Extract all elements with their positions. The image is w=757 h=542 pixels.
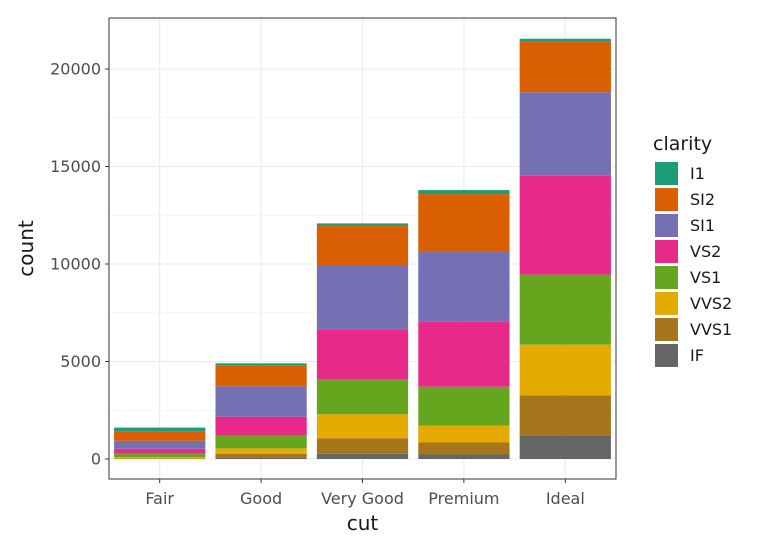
bar-fair-si1 (114, 440, 206, 449)
bar-very-good-i1 (316, 223, 409, 226)
bar-fair-vvs2 (114, 457, 206, 459)
legend-label-si1: SI1 (690, 216, 715, 235)
bar-premium-if (418, 454, 510, 459)
bar-good-vvs1 (215, 453, 307, 458)
x-tick-label: Very Good (321, 489, 404, 508)
legend-key-si2 (655, 188, 678, 211)
bar-fair-i1 (114, 427, 206, 432)
legend-label-if: IF (690, 346, 704, 365)
bar-ideal-si1 (519, 92, 611, 176)
bar-ideal-vs2 (519, 175, 611, 275)
bar-ideal-vs1 (519, 274, 611, 345)
bar-very-good-vvs1 (316, 438, 409, 454)
legend-key-i1 (655, 162, 678, 185)
bar-very-good-vs1 (316, 379, 409, 415)
bar-very-good-si2 (316, 225, 409, 266)
bar-good-si2 (215, 365, 307, 387)
bar-ideal-vvs2 (519, 344, 611, 396)
legend-key-vs2 (655, 240, 678, 263)
bar-premium-si1 (418, 251, 510, 322)
legend-label-vs2: VS2 (690, 242, 721, 261)
bar-ideal-if (519, 435, 611, 459)
legend-label-si2: SI2 (690, 190, 715, 209)
legend-key-vvs2 (655, 292, 678, 315)
legend-key-vvs1 (655, 318, 678, 341)
y-tick-label: 10000 (50, 255, 101, 274)
bar-premium-i1 (418, 190, 510, 195)
x-tick-label: Ideal (546, 489, 585, 508)
bar-premium-si2 (418, 194, 510, 252)
bar-fair-vs2 (114, 448, 206, 454)
bar-premium-vs2 (418, 321, 510, 387)
bar-very-good-if (316, 453, 409, 459)
bar-very-good-vs2 (316, 329, 409, 380)
bar-good-vs1 (215, 435, 307, 449)
legend-key-if (655, 344, 678, 367)
bar-good-vvs2 (215, 448, 307, 454)
bar-ideal-vvs1 (519, 395, 611, 436)
y-tick-label: 15000 (50, 157, 101, 176)
bar-very-good-vvs2 (316, 414, 409, 439)
bar-very-good-si1 (316, 265, 409, 330)
bar-good-if (215, 457, 307, 459)
bar-premium-vvs2 (418, 425, 510, 443)
y-tick-label: 5000 (60, 352, 101, 371)
bar-premium-vvs1 (418, 442, 510, 455)
bar-premium-vs1 (418, 386, 510, 426)
y-tick-label: 0 (91, 450, 101, 469)
axes-layer: 0 5000 10000 15000 20000 Fair Good Very Good Pre… (50, 17, 617, 508)
legend-label-i1: I1 (690, 164, 705, 183)
bar-good-i1 (215, 363, 307, 366)
bar-fair-si2 (114, 431, 206, 441)
legend-key-vs1 (655, 266, 678, 289)
bar-good-vs2 (215, 416, 307, 436)
legend-key-si1 (655, 214, 678, 237)
x-tick-label: Fair (145, 489, 174, 508)
legend: clarity I1 SI2 SI1 VS2 VS1 VVS2 VVS1 IF (653, 133, 732, 367)
bar-fair-vs1 (114, 453, 206, 458)
legend-label-vs1: VS1 (690, 268, 721, 287)
x-tick-label: Premium (428, 489, 499, 508)
x-axis-title: cut (347, 511, 379, 535)
y-tick-label: 20000 (50, 60, 101, 79)
x-tick-label: Good (240, 489, 282, 508)
bar-ideal-i1 (519, 38, 611, 42)
bars-layer (114, 38, 611, 459)
legend-label-vvs2: VVS2 (690, 294, 732, 313)
y-axis-title: count (14, 220, 38, 277)
legend-label-vvs1: VVS1 (690, 320, 732, 339)
bar-ideal-si2 (519, 41, 611, 93)
bar-good-si1 (215, 386, 307, 417)
legend-title: clarity (653, 133, 712, 155)
